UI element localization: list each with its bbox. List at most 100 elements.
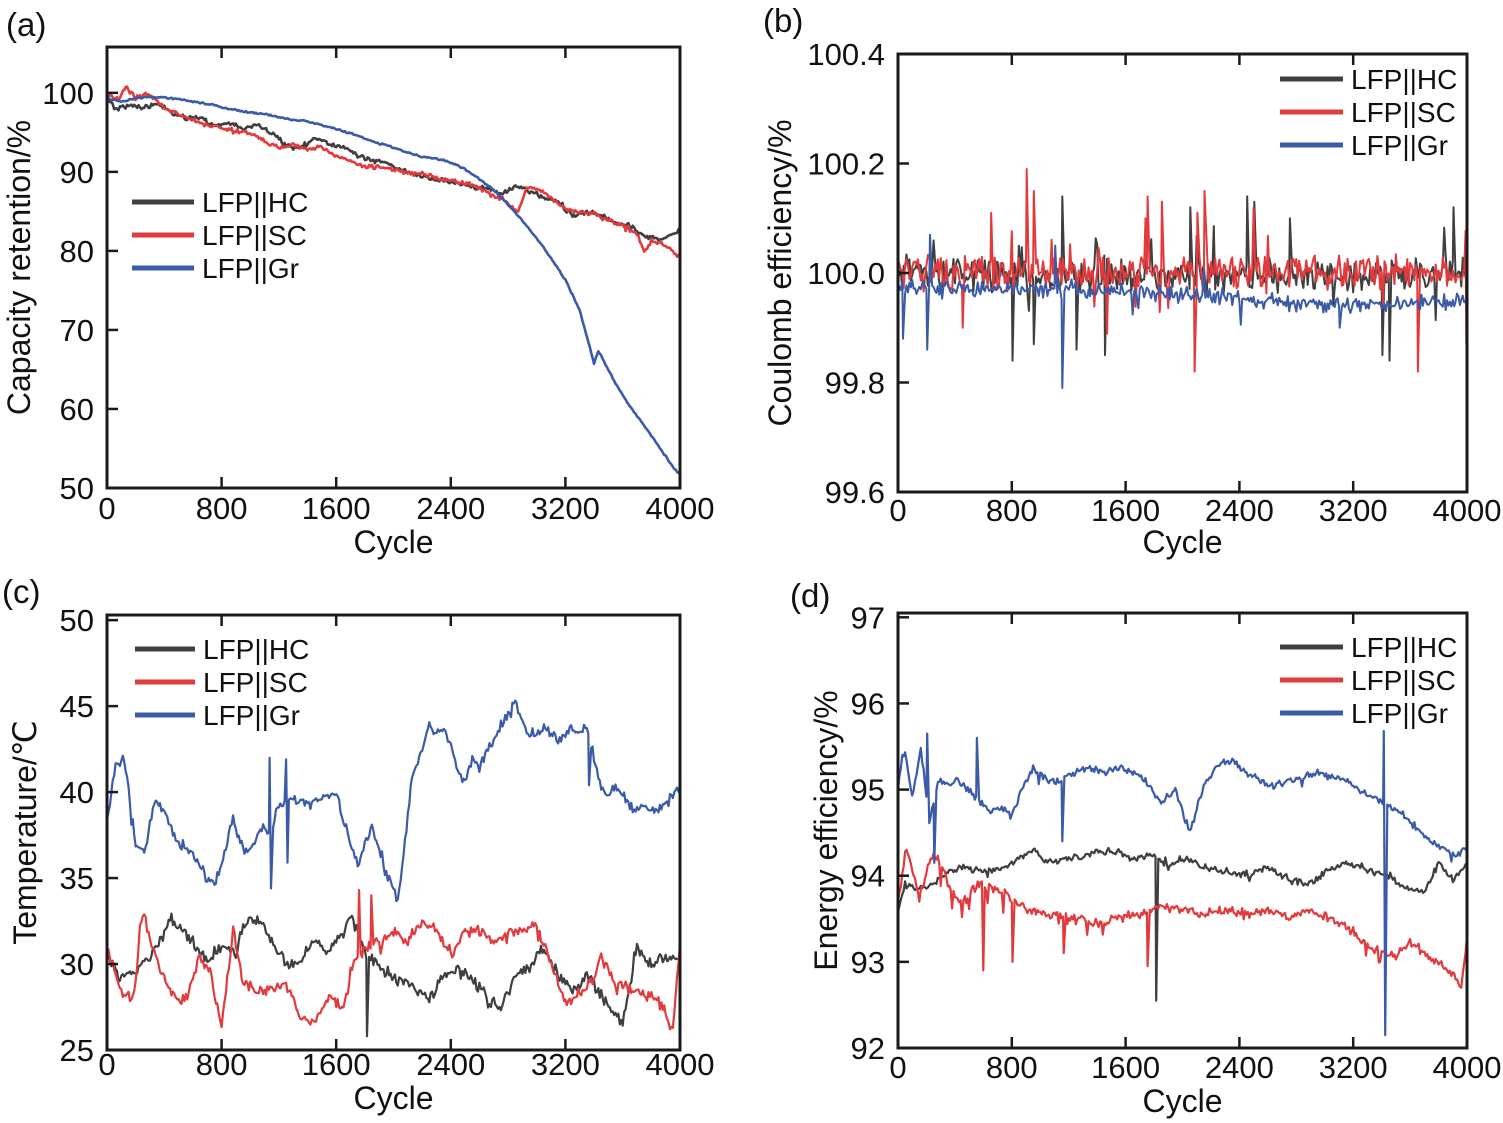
y-tick-label: 100.2	[807, 147, 885, 182]
x-tick-label: 4000	[1433, 493, 1502, 528]
series-line-LFP||Gr	[897, 233, 1468, 389]
series-line-LFP||HC	[105, 912, 682, 1038]
panel-d: (d) 0 800 1600 2400 3200 4000 92 93 94 95 96 97 Cycl…	[751, 561, 1503, 1123]
x-tick-label: 0	[889, 1050, 906, 1085]
series-line-LFP||SC	[105, 85, 682, 260]
x-tick-label: 2400	[416, 1047, 485, 1082]
x-tick-label: 0	[889, 493, 906, 528]
y-tick-label: 50	[60, 471, 94, 506]
legend-label-LFP||SC: LFP||SC	[1351, 665, 1456, 696]
legend-item-LFP||Gr: LFP||Gr	[1280, 698, 1448, 729]
x-tick-label: 3200	[531, 491, 600, 526]
x-tick-label: 4000	[646, 1047, 715, 1082]
panel-c-label: (c)	[2, 573, 41, 610]
y-tick-label: 90	[60, 155, 94, 190]
y-tick-label: 70	[60, 313, 94, 348]
x-axis-title: Cycle	[353, 1080, 433, 1116]
legend-label-LFP||Gr: LFP||Gr	[1351, 698, 1448, 729]
x-tick-label: 1600	[1091, 493, 1160, 528]
legend-item-LFP||SC: LFP||SC	[135, 667, 308, 698]
x-tick-label: 2400	[1205, 1050, 1274, 1085]
x-tick-label: 0	[98, 1047, 115, 1082]
x-tick-label: 4000	[1433, 1050, 1502, 1085]
legend-item-LFP||SC: LFP||SC	[1280, 97, 1456, 128]
y-axis-title: Temperature/℃	[7, 720, 43, 944]
series-line-LFP||HC	[896, 846, 1469, 1002]
series-line-LFP||SC	[105, 889, 682, 1031]
panel-d-label: (d)	[790, 577, 831, 614]
y-tick-label: 92	[851, 1031, 885, 1066]
y-tick-label: 30	[60, 947, 94, 982]
x-axis-title: Cycle	[1142, 524, 1222, 560]
legend-item-LFP||SC: LFP||SC	[1280, 665, 1456, 696]
x-tick-label: 2400	[1205, 493, 1274, 528]
panel-a: (a) 0 800 1600 2400 3200 4000 50 60 70 80 90 100 Cyc…	[0, 0, 751, 561]
x-tick-label: 800	[986, 1050, 1038, 1085]
legend-label-LFP||HC: LFP||HC	[1351, 64, 1457, 95]
y-tick-label: 100	[42, 76, 94, 111]
x-tick-label: 3200	[1319, 1050, 1388, 1085]
legend-item-LFP||Gr: LFP||Gr	[1280, 130, 1448, 161]
panel-c: (c) 0 800 1600 2400 3200 4000 25 30 35 40 45 50 Cycl…	[0, 561, 751, 1123]
legend-label-LFP||Gr: LFP||Gr	[202, 253, 299, 284]
series-line-LFP||SC	[897, 168, 1468, 373]
series-line-LFP||HC	[105, 93, 682, 242]
x-tick-label: 2400	[416, 491, 485, 526]
legend-label-LFP||SC: LFP||SC	[203, 667, 308, 698]
plot-frame	[896, 52, 1469, 494]
x-tick-label: 1600	[302, 1047, 371, 1082]
series-line-LFP||Gr	[896, 729, 1469, 1037]
panel-b-label: (b)	[763, 2, 804, 39]
legend-label-LFP||Gr: LFP||Gr	[203, 700, 300, 731]
plot-frame	[105, 45, 682, 490]
legend-item-LFP||SC: LFP||SC	[132, 220, 307, 251]
x-tick-label: 800	[986, 493, 1038, 528]
panel-b: (b) 0 800 1600 2400 3200 4000 99.6 99.8 100.0 100…	[751, 0, 1503, 561]
legend-item-LFP||HC: LFP||HC	[1280, 64, 1457, 95]
plot-frame	[105, 613, 682, 1052]
legend-label-LFP||HC: LFP||HC	[1351, 632, 1457, 663]
y-tick-label: 100.4	[807, 37, 885, 72]
legend-label-LFP||HC: LFP||HC	[202, 187, 308, 218]
plot-frame	[896, 611, 1469, 1050]
y-tick-label: 25	[60, 1033, 94, 1068]
y-tick-label: 50	[60, 603, 94, 638]
legend-item-LFP||HC: LFP||HC	[1280, 632, 1457, 663]
y-tick-label: 35	[60, 861, 94, 896]
y-tick-label: 99.6	[825, 475, 885, 510]
series-line-LFP||SC	[896, 848, 1469, 989]
x-tick-label: 800	[196, 491, 248, 526]
panel-a-label: (a)	[6, 6, 47, 43]
series-line-LFP||Gr	[105, 95, 682, 476]
legend-label-LFP||Gr: LFP||Gr	[1351, 130, 1448, 161]
panel-a-plot: 0 800 1600 2400 3200 4000 50 60 70 80 90 100 Cycle Ca…	[1, 45, 715, 560]
panel-c-plot: 0 800 1600 2400 3200 4000 25 30 35 40 45 50 Cycle Tem…	[7, 603, 715, 1116]
legend-label-LFP||SC: LFP||SC	[1351, 97, 1456, 128]
y-tick-label: 94	[851, 859, 885, 894]
y-tick-label: 95	[851, 773, 885, 808]
legend-label-LFP||SC: LFP||SC	[202, 220, 307, 251]
y-tick-label: 40	[60, 775, 94, 810]
x-axis-title: Cycle	[353, 524, 433, 560]
panel-d-plot: 0 800 1600 2400 3200 4000 92 93 94 95 96 97 Cycle Ene…	[808, 600, 1502, 1119]
y-tick-label: 93	[851, 945, 885, 980]
y-tick-label: 96	[851, 686, 885, 721]
y-tick-label: 99.8	[825, 366, 885, 401]
x-tick-label: 1600	[1091, 1050, 1160, 1085]
x-axis-title: Cycle	[1142, 1083, 1222, 1119]
y-tick-label: 45	[60, 689, 94, 724]
y-tick-label: 60	[60, 392, 94, 427]
panel-b-plot: 0 800 1600 2400 3200 4000 99.6 99.8 100.0 100.2 10…	[762, 37, 1502, 560]
x-tick-label: 4000	[646, 491, 715, 526]
y-tick-label: 97	[851, 600, 885, 635]
legend-label-LFP||HC: LFP||HC	[203, 634, 309, 665]
y-tick-label: 80	[60, 234, 94, 269]
y-axis-title: Coulomb efficiency/%	[762, 119, 798, 426]
x-tick-label: 800	[196, 1047, 248, 1082]
legend-item-LFP||Gr: LFP||Gr	[135, 700, 300, 731]
x-tick-label: 1600	[302, 491, 371, 526]
y-tick-label: 100.0	[807, 256, 885, 291]
y-axis-title: Energy efficiency/%	[808, 690, 844, 970]
y-axis-title: Capacity retention/%	[1, 120, 37, 415]
